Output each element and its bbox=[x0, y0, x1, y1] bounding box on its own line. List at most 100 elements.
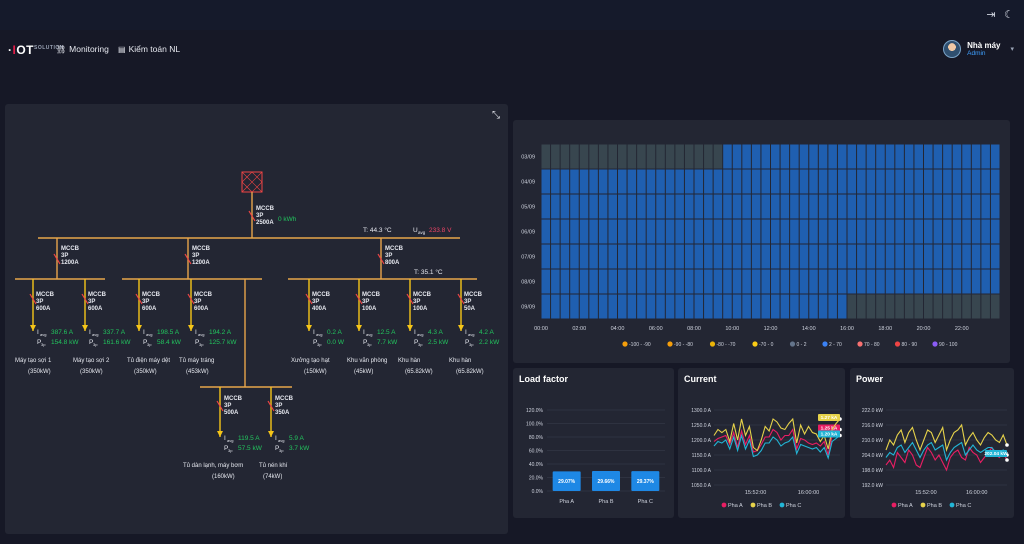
nav-item-label: Kiểm toán NL bbox=[128, 44, 181, 54]
heatmap-cell bbox=[837, 269, 847, 294]
heatmap-cell bbox=[885, 194, 895, 219]
series-line-pha-a bbox=[713, 428, 841, 456]
load-capacity-7: (65.82kW) bbox=[456, 369, 484, 375]
heatmap-cell bbox=[971, 269, 981, 294]
load-factor-chart: 0.0% 20.0% 40.0% 60.0% 80.0% 100.0% 120.0% 29.0… bbox=[526, 408, 665, 505]
heatmap-cell bbox=[646, 169, 656, 194]
heatmap-cell bbox=[732, 294, 742, 319]
heatmap-cell bbox=[933, 219, 943, 244]
load-mccb-1-type: MCCB bbox=[88, 292, 107, 298]
legend-label: -100 - -90 bbox=[629, 342, 651, 348]
heatmap-x-tick: 14:00 bbox=[802, 326, 816, 332]
heatmap-cell bbox=[598, 169, 608, 194]
heatmap-cell bbox=[732, 244, 742, 269]
heatmap-cell bbox=[742, 244, 751, 269]
i-label-3: I bbox=[195, 329, 197, 336]
legend-label: 0 - 2 bbox=[797, 342, 807, 348]
user-menu[interactable]: Nhà máy Admin ▾ bbox=[943, 40, 1014, 58]
sub-load-capacity-0: (160kW) bbox=[212, 474, 235, 480]
sub-load-power-1: 3.7 kW bbox=[289, 445, 310, 452]
heatmap-row-label: 05/09 bbox=[521, 205, 535, 211]
load-mccb-6-rating: 100A bbox=[413, 306, 428, 312]
y-tick: 216.0 kW bbox=[862, 423, 883, 429]
sub-i-label-0: I bbox=[224, 435, 226, 442]
heatmap-cell bbox=[751, 194, 761, 219]
load-mccb-5-poles: 3P bbox=[362, 299, 369, 305]
heatmap-cell bbox=[608, 244, 617, 269]
nav-item-kiem-toan[interactable]: ▤ Kiểm toán NL bbox=[118, 44, 180, 54]
heatmap-x-tick: 00:00 bbox=[534, 326, 548, 332]
user-name: Nhà máy bbox=[967, 41, 1001, 50]
legend-swatch bbox=[932, 341, 938, 347]
heatmap-x-tick: 12:00 bbox=[764, 326, 778, 332]
heatmap-cell bbox=[771, 194, 780, 219]
heatmap-cell bbox=[694, 169, 704, 194]
heatmap-cell bbox=[579, 169, 589, 194]
nav-item-monitoring[interactable]: ⛓ Monitoring bbox=[56, 44, 109, 54]
app-logo[interactable]: ·IOTSOLUTION bbox=[8, 43, 64, 57]
heatmap-cell bbox=[771, 219, 780, 244]
heatmap-cell bbox=[914, 144, 923, 169]
heatmap-cell bbox=[799, 194, 809, 219]
heatmap-cell bbox=[904, 194, 914, 219]
load-current-6: 4.3 A bbox=[428, 329, 443, 336]
heatmap-cell bbox=[560, 169, 570, 194]
heatmap-cell bbox=[560, 294, 570, 319]
p-sub-5: 3p bbox=[367, 342, 372, 347]
load-mccb-7-poles: 3P bbox=[464, 299, 471, 305]
series-line-pha-b bbox=[885, 423, 1008, 453]
p-label-2: P bbox=[143, 339, 147, 346]
main-mccb-poles: 3P bbox=[256, 213, 263, 219]
heatmap-cell bbox=[751, 219, 761, 244]
heatmap-x-tick: 22:00 bbox=[955, 326, 969, 332]
legend-label: 70 - 80 bbox=[864, 342, 880, 348]
y-tick: 0.0% bbox=[532, 489, 544, 495]
heatmap-cell bbox=[933, 294, 943, 319]
heatmap-cell bbox=[637, 294, 646, 319]
load-current-3: 194.2 A bbox=[209, 329, 232, 336]
heatmap-cell bbox=[541, 194, 551, 219]
heatmap-cell bbox=[598, 294, 608, 319]
heatmap-cell bbox=[790, 219, 799, 244]
heatmap-cell bbox=[761, 294, 770, 319]
mccb-c-rating: 800A bbox=[385, 260, 400, 266]
x-tick: 15:52:00 bbox=[915, 490, 936, 496]
load-capacity-3: (453kW) bbox=[186, 369, 209, 375]
tooltip-box bbox=[818, 414, 840, 421]
load-capacity-2: (350kW) bbox=[134, 369, 157, 375]
dark-mode-icon[interactable]: ☾ bbox=[1004, 9, 1014, 21]
heatmap-cell bbox=[694, 219, 704, 244]
bar-value-label: 29.37% bbox=[637, 479, 655, 485]
sub-p-label-0: P bbox=[224, 445, 228, 452]
heatmap-cell bbox=[971, 244, 981, 269]
heatmap-cell bbox=[876, 169, 885, 194]
x-tick: 16:00:00 bbox=[966, 490, 987, 496]
heatmap-cell bbox=[665, 294, 675, 319]
logout-icon[interactable]: ⇥ bbox=[986, 9, 996, 21]
i-sub-4: avg bbox=[316, 332, 322, 337]
load-mccb-4-rating: 400A bbox=[312, 306, 327, 312]
p-label-1: P bbox=[89, 339, 93, 346]
heatmap-cell bbox=[895, 194, 904, 219]
heatmap-cell bbox=[551, 219, 560, 244]
y-tick: 198.0 kW bbox=[862, 468, 883, 474]
p-sub-0: 3p bbox=[41, 342, 46, 347]
heatmap-cell bbox=[962, 244, 971, 269]
tooltip-value: 1.20 kA bbox=[821, 432, 838, 438]
heatmap-cell bbox=[885, 219, 895, 244]
breaker-symbol bbox=[457, 293, 465, 305]
heatmap-cell bbox=[818, 194, 828, 219]
heatmap-cell bbox=[618, 169, 627, 194]
main-temperature: T: 44.3 °C bbox=[363, 226, 392, 234]
heatmap-cell bbox=[837, 169, 847, 194]
x-tick: Pha A bbox=[559, 499, 574, 505]
heatmap-cell bbox=[751, 144, 761, 169]
heatmap-cell bbox=[837, 294, 847, 319]
collapse-icon[interactable]: ⤡ bbox=[492, 110, 500, 121]
heatmap-cell bbox=[943, 244, 952, 269]
p-label-6: P bbox=[414, 339, 418, 346]
heatmap-panel: 03/09 04/09 05/09 06/09 07/09 08/09 09/09 00:00… bbox=[513, 120, 1010, 363]
heatmap-cell bbox=[904, 144, 914, 169]
p-sub-1: 3p bbox=[93, 342, 98, 347]
i-sub-5: avg bbox=[366, 332, 372, 337]
